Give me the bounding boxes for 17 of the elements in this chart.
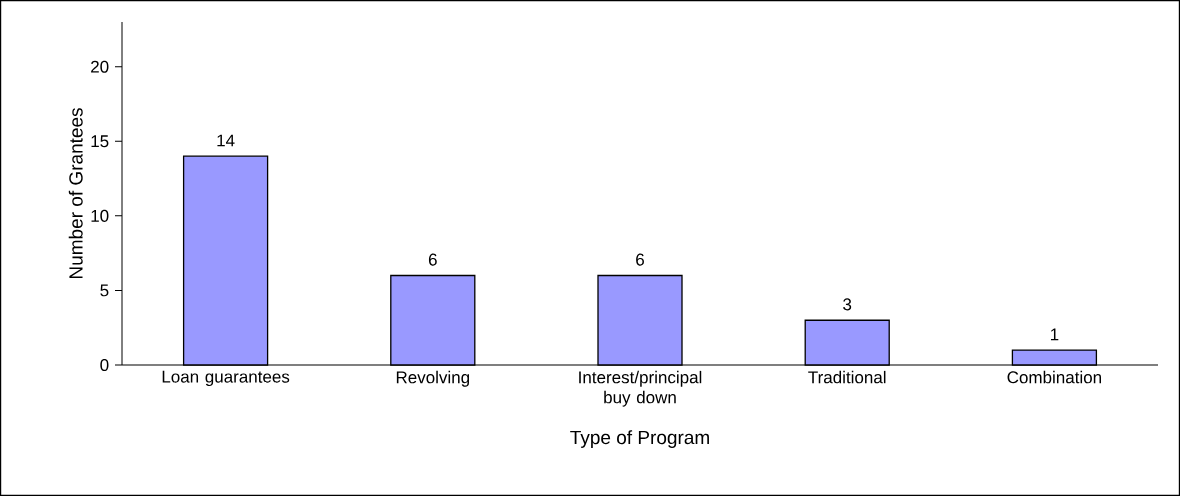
y-tick-label: 10 — [91, 209, 109, 222]
y-tick-label: 5 — [100, 284, 109, 297]
y-tick-label: 20 — [91, 60, 109, 73]
x-tick-label: Loan guarantees — [162, 370, 290, 387]
x-tick-label: Revolving — [396, 370, 470, 387]
data-label: 14 — [217, 134, 235, 147]
x-tick-label: Interest/principal buy down — [579, 370, 702, 407]
data-label: 6 — [428, 253, 437, 266]
x-tick-label: Combination — [1007, 370, 1101, 384]
data-label: 6 — [636, 253, 644, 266]
y-axis-title: Number of Grantees — [68, 108, 83, 279]
x-axis-title: Type of Program — [570, 430, 709, 448]
data-label: 1 — [1050, 328, 1059, 341]
y-tick-label: 0 — [100, 358, 109, 372]
y-tick-label: 15 — [91, 135, 109, 148]
data-label: 3 — [843, 298, 852, 311]
x-tick-label: Traditional — [808, 370, 886, 384]
